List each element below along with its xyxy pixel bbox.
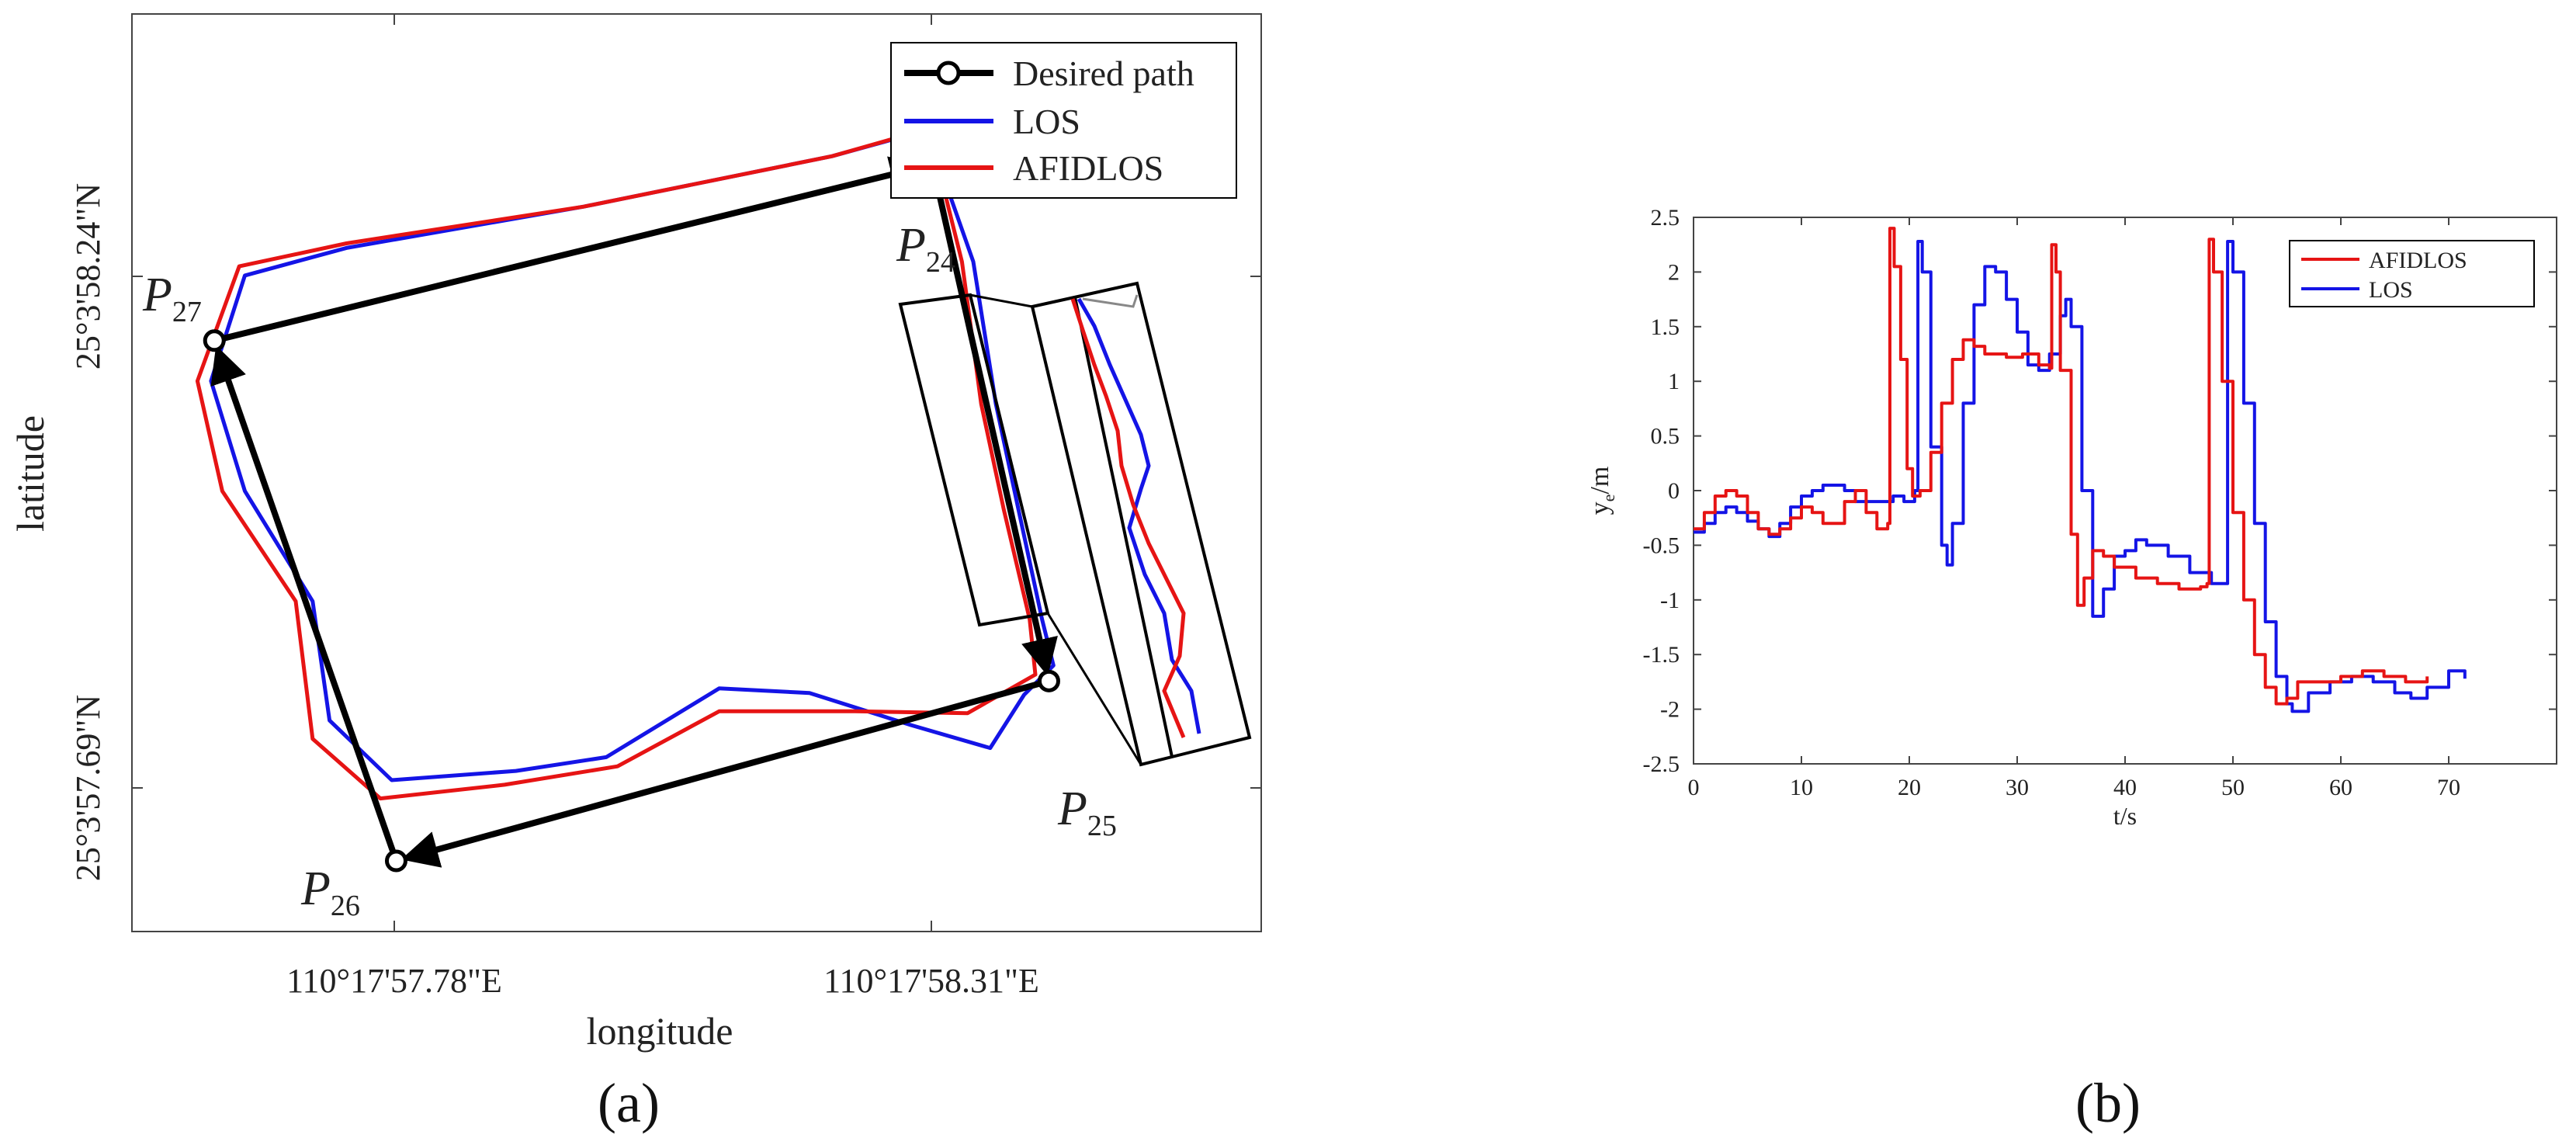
zoom-inset (898, 281, 1252, 767)
desired-path-segment (213, 156, 928, 344)
y-axis-label-b: ye/m (1586, 467, 1618, 515)
desired-path-segment (210, 345, 400, 862)
y-axis-label-a: latitude (9, 415, 52, 532)
series-line-a-los (209, 120, 1056, 782)
legend-b-label-afidlos: AFIDLOS (2369, 248, 2467, 273)
plot-b-x-tick-labels: 0 10 20 30 40 50 60 70 (1688, 775, 2461, 800)
y-tick-label: 2 (1668, 259, 1680, 285)
x-tick-label: 10 (1790, 775, 1813, 800)
x-tick-label: 60 (2329, 775, 2352, 800)
x-axis-label-b: t/s (2113, 802, 2137, 830)
y-tick-label: 2.5 (1651, 205, 1680, 231)
x-axis-label-a: longitude (587, 1009, 733, 1053)
zoom-connector-top (969, 293, 1033, 308)
x-tick-label: 40 (2113, 775, 2137, 800)
panel-a-trajectory-plot: 110°17'57.78"E 110°17'58.31"E 25°3'58.24… (9, 13, 1262, 1134)
y-tick-label: -1 (1660, 588, 1680, 613)
y-tick-label: -1.5 (1643, 642, 1680, 668)
legend-b-label-los: LOS (2369, 277, 2413, 303)
legend-a-label-afidlos: AFIDLOS (1013, 148, 1163, 188)
y-tick-label: 1 (1668, 369, 1680, 394)
panel-b-cross-track-error-plot: 0 10 20 30 40 50 60 70 2.5 2 1.5 1 0.5 0 -0.5 -1 -1.5 -2… (1586, 205, 2557, 1134)
y-tick-label: 0 (1668, 478, 1680, 504)
series-desired-path (203, 153, 1060, 873)
x-tick-label: 20 (1898, 775, 1921, 800)
x-tick-label: 50 (2221, 775, 2245, 800)
desired-path-segment (400, 678, 1050, 868)
y-tick-label-a-1: 25°3'57.69"N (69, 695, 107, 881)
series-line-b-afidlos (1694, 227, 2429, 706)
x-tick-label: 0 (1688, 775, 1700, 800)
waypoint-label-p25: P25 (1057, 782, 1117, 842)
x-tick-label: 30 (2006, 775, 2029, 800)
waypoint-label-p26: P26 (300, 862, 360, 922)
zoom-line-los (1077, 297, 1201, 734)
legend-a-label-desired: Desired path (1013, 54, 1194, 93)
y-tick-label: 0.5 (1651, 424, 1680, 449)
legend-b: AFIDLOS LOS (2289, 240, 2535, 307)
panel-b-caption: (b) (2075, 1072, 2141, 1134)
waypoint-marker (203, 329, 226, 352)
y-tick-label: -2.5 (1643, 751, 1680, 777)
x-tick-label-a-1: 110°17'58.31"E (823, 962, 1039, 1000)
plot-b-frame (1693, 217, 2557, 765)
legend-a-marker-desired (936, 61, 961, 85)
legend-a-label-los: LOS (1013, 102, 1080, 141)
legend-b-box (2289, 240, 2535, 307)
series-line-b-los (1694, 240, 2467, 713)
zoom-magnified-divider (1073, 297, 1174, 758)
plot-a-ticks (132, 14, 1261, 932)
zoom-line-afidlos (1070, 298, 1186, 738)
zoom-connector-bottom (1046, 612, 1142, 765)
legend-a: Desired path LOS AFIDLOS (890, 42, 1237, 199)
plot-b-y-tick-labels: 2.5 2 1.5 1 0.5 0 -0.5 -1 -1.5 -2 -2.5 (1643, 205, 1680, 777)
series-line-a-afidlos (195, 122, 1038, 801)
y-tick-label-a-0: 25°3'58.24"N (69, 183, 107, 370)
panel-a-caption: (a) (598, 1072, 660, 1134)
x-tick-label-a-0: 110°17'57.78"E (286, 962, 502, 1000)
y-tick-label: -2 (1660, 697, 1680, 723)
x-tick-label: 70 (2437, 775, 2460, 800)
plot-a-frame (131, 13, 1262, 932)
waypoint-label-p27: P27 (142, 269, 202, 328)
y-tick-label: -0.5 (1643, 533, 1680, 558)
desired-path-segment (929, 163, 1058, 677)
waypoint-marker (1037, 669, 1060, 692)
y-tick-label: 1.5 (1651, 314, 1680, 340)
zoom-line-desired (1082, 294, 1139, 308)
waypoint-label-p24: P24 (896, 219, 955, 279)
waypoint-marker (384, 849, 407, 873)
